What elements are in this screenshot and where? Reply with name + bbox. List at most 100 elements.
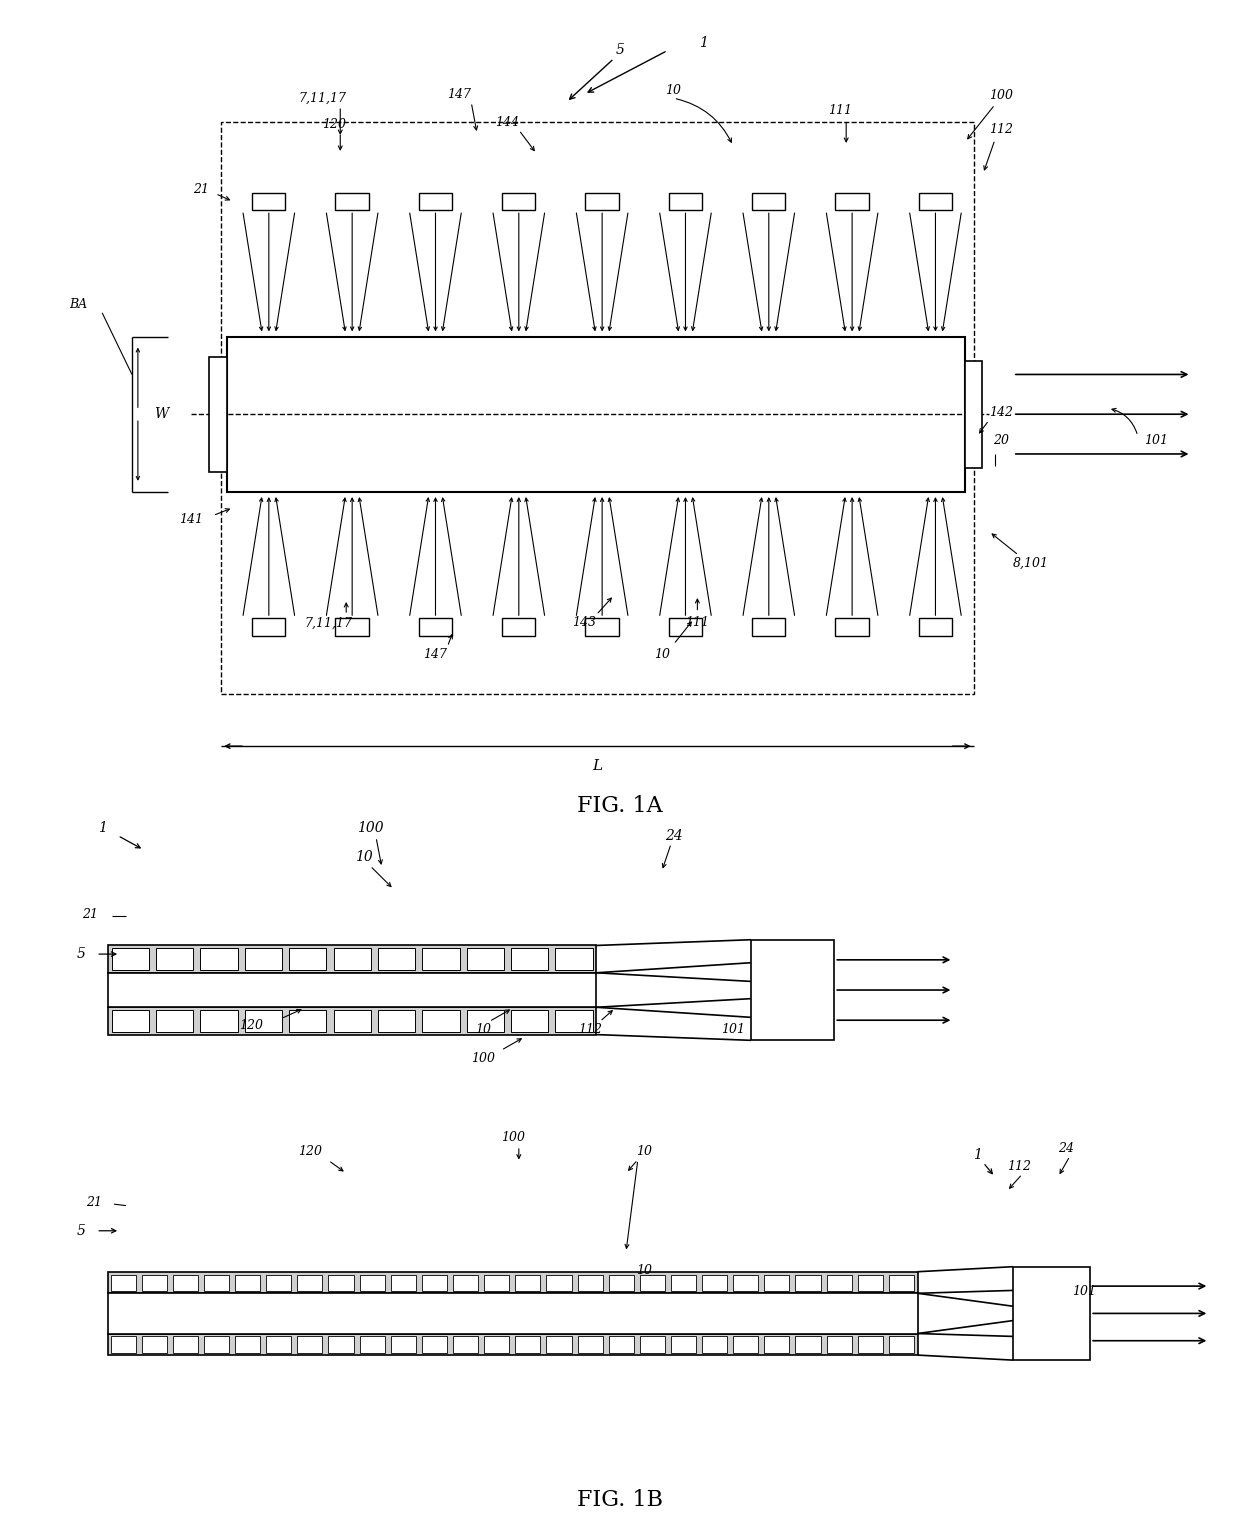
Bar xyxy=(795,1275,821,1290)
Bar xyxy=(236,1336,260,1353)
Bar xyxy=(827,1275,852,1290)
Text: 21: 21 xyxy=(193,183,210,196)
Text: 10: 10 xyxy=(475,1023,491,1037)
Bar xyxy=(556,1011,593,1032)
Bar xyxy=(1013,1266,1090,1361)
Text: 111: 111 xyxy=(686,616,709,630)
Text: 1: 1 xyxy=(972,1148,982,1162)
Bar xyxy=(640,1336,665,1353)
Text: 120: 120 xyxy=(239,1020,263,1032)
Bar xyxy=(336,193,368,211)
Bar xyxy=(289,948,326,969)
Text: 111: 111 xyxy=(828,104,852,116)
Text: 112: 112 xyxy=(990,124,1013,136)
Bar xyxy=(267,1336,291,1353)
Text: 100: 100 xyxy=(357,821,383,835)
Bar xyxy=(753,193,785,211)
Text: 112: 112 xyxy=(578,1023,603,1037)
Bar xyxy=(378,1011,415,1032)
Text: 100: 100 xyxy=(501,1131,525,1144)
Bar xyxy=(965,361,982,468)
Text: 5: 5 xyxy=(615,43,625,58)
Bar xyxy=(585,193,619,211)
Bar xyxy=(702,1275,727,1290)
Bar xyxy=(141,1336,167,1353)
Bar xyxy=(108,1008,596,1035)
Bar xyxy=(640,1275,665,1290)
Bar xyxy=(422,1336,448,1353)
Bar xyxy=(751,940,835,1040)
Bar xyxy=(827,1336,852,1353)
Bar xyxy=(547,1275,572,1290)
Bar xyxy=(252,618,285,636)
Text: 144: 144 xyxy=(495,116,518,128)
Bar xyxy=(836,618,869,636)
Bar xyxy=(267,1275,291,1290)
Text: 7,11,17: 7,11,17 xyxy=(299,92,346,104)
Bar xyxy=(453,1336,479,1353)
Bar xyxy=(112,1011,149,1032)
Bar xyxy=(585,618,619,636)
Bar xyxy=(108,1272,918,1294)
Bar xyxy=(753,618,785,636)
Text: 101: 101 xyxy=(1073,1286,1096,1298)
Bar xyxy=(378,948,415,969)
Text: 10: 10 xyxy=(355,850,373,864)
Bar xyxy=(502,618,536,636)
Bar xyxy=(391,1275,415,1290)
Bar xyxy=(289,1011,326,1032)
Bar xyxy=(484,1336,510,1353)
Bar xyxy=(764,1336,790,1353)
Bar xyxy=(156,948,193,969)
Bar xyxy=(609,1275,634,1290)
Bar xyxy=(244,948,281,969)
Bar xyxy=(172,1336,198,1353)
Bar xyxy=(360,1275,384,1290)
Bar xyxy=(329,1336,353,1353)
Bar xyxy=(578,1336,603,1353)
Text: 1: 1 xyxy=(98,821,107,835)
Bar xyxy=(671,1336,696,1353)
Text: 5: 5 xyxy=(77,1223,86,1238)
Text: W: W xyxy=(155,407,169,420)
Text: 21: 21 xyxy=(82,908,98,920)
Bar xyxy=(298,1336,322,1353)
Text: FIG. 1B: FIG. 1B xyxy=(577,1489,663,1511)
Bar xyxy=(702,1336,727,1353)
Bar xyxy=(221,122,973,694)
Bar xyxy=(668,618,702,636)
Bar xyxy=(836,193,869,211)
Text: 10: 10 xyxy=(666,84,682,96)
Bar xyxy=(466,1011,503,1032)
Text: 10: 10 xyxy=(636,1145,652,1159)
Bar xyxy=(466,948,503,969)
Text: 101: 101 xyxy=(1143,434,1168,446)
Text: 100: 100 xyxy=(471,1052,495,1064)
Bar xyxy=(733,1275,759,1290)
Text: FIG. 1A: FIG. 1A xyxy=(577,795,663,816)
Bar xyxy=(203,1275,229,1290)
Bar xyxy=(334,1011,371,1032)
Bar xyxy=(889,1275,914,1290)
Bar xyxy=(919,618,952,636)
Text: 143: 143 xyxy=(573,616,596,630)
Text: 120: 120 xyxy=(322,118,346,131)
Bar xyxy=(112,948,149,969)
Bar xyxy=(336,618,368,636)
Bar xyxy=(858,1336,883,1353)
Bar xyxy=(210,356,227,472)
Bar xyxy=(422,1275,448,1290)
Text: 20: 20 xyxy=(993,434,1009,446)
Bar xyxy=(668,193,702,211)
Text: 21: 21 xyxy=(86,1196,102,1208)
Bar xyxy=(516,1275,541,1290)
Text: 24: 24 xyxy=(665,829,682,842)
Text: 147: 147 xyxy=(424,648,448,661)
Text: 141: 141 xyxy=(180,514,203,526)
Bar xyxy=(203,1336,229,1353)
Text: BA: BA xyxy=(69,298,88,312)
Bar xyxy=(511,1011,548,1032)
Bar xyxy=(889,1336,914,1353)
Bar xyxy=(108,945,596,972)
Bar xyxy=(511,948,548,969)
